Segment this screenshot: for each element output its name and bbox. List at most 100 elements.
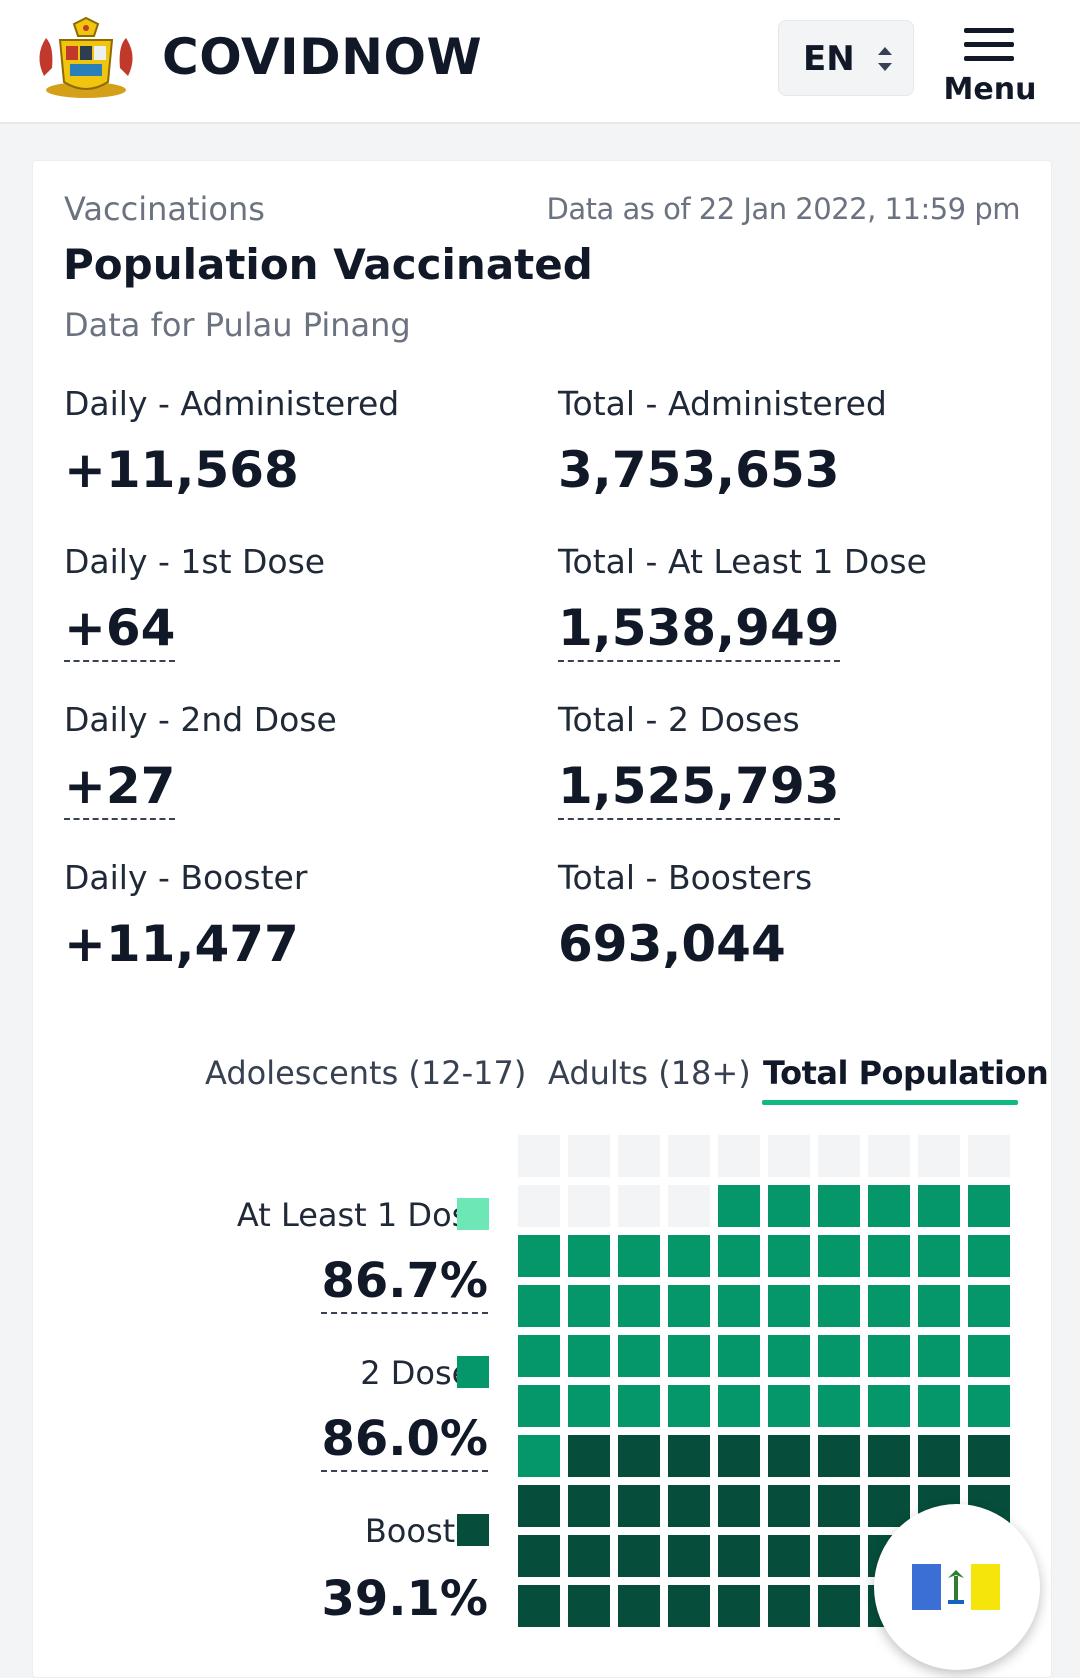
app-header: COVIDNOW EN Menu	[0, 0, 1080, 124]
card-title: Population Vaccinated	[63, 240, 593, 289]
legend-swatch-booster	[457, 1514, 489, 1546]
waffle-cell	[918, 1385, 960, 1427]
waffle-cell	[568, 1485, 610, 1527]
waffle-cell	[718, 1535, 760, 1577]
waffle-cell	[718, 1435, 760, 1477]
waffle-cell	[818, 1385, 860, 1427]
waffle-cell	[518, 1385, 560, 1427]
stat-label-total-at-least-one-dose: Total - At Least 1 Dose	[558, 542, 927, 581]
waffle-cell	[718, 1385, 760, 1427]
waffle-cell	[968, 1185, 1010, 1227]
tab-adolescents[interactable]: Adolescents (12-17)	[205, 1054, 527, 1092]
waffle-cell	[668, 1235, 710, 1277]
waffle-cell	[518, 1135, 560, 1177]
waffle-cell	[868, 1435, 910, 1477]
waffle-cell	[518, 1585, 560, 1627]
legend-pct-at-least-one-dose[interactable]: 86.7%	[321, 1252, 488, 1314]
card-subtitle: Data for Pulau Pinang	[64, 306, 411, 344]
waffle-cell	[668, 1335, 710, 1377]
stat-value-total-two-doses[interactable]: 1,525,793	[558, 756, 840, 820]
waffle-cell	[518, 1235, 560, 1277]
stat-label-daily-booster: Daily - Booster	[64, 858, 308, 897]
waffle-cell	[768, 1335, 810, 1377]
waffle-cell	[668, 1485, 710, 1527]
menu-label: Menu	[943, 72, 1037, 107]
active-tab-indicator	[762, 1100, 1018, 1105]
waffle-cell	[918, 1235, 960, 1277]
waffle-cell	[818, 1235, 860, 1277]
menu-button[interactable]: Menu	[936, 18, 1056, 108]
waffle-cell	[818, 1135, 860, 1177]
waffle-cell	[818, 1535, 860, 1577]
waffle-cell	[718, 1485, 760, 1527]
stat-value-daily-booster: +11,477	[64, 915, 299, 973]
waffle-cell	[818, 1185, 860, 1227]
waffle-cell	[818, 1435, 860, 1477]
section-label: Vaccinations	[64, 190, 265, 228]
waffle-cell	[568, 1235, 610, 1277]
waffle-cell	[568, 1385, 610, 1427]
waffle-cell	[768, 1135, 810, 1177]
waffle-cell	[768, 1585, 810, 1627]
stat-value-total-administered: 3,753,653	[558, 441, 840, 499]
waffle-cell	[968, 1435, 1010, 1477]
waffle-cell	[618, 1135, 660, 1177]
waffle-cell	[968, 1235, 1010, 1277]
waffle-cell	[668, 1585, 710, 1627]
waffle-cell	[518, 1485, 560, 1527]
waffle-cell	[568, 1585, 610, 1627]
waffle-cell	[568, 1335, 610, 1377]
waffle-cell	[718, 1585, 760, 1627]
waffle-cell	[718, 1185, 760, 1227]
waffle-cell	[618, 1535, 660, 1577]
legend-pct-two-doses[interactable]: 86.0%	[321, 1410, 488, 1472]
waffle-cell	[568, 1135, 610, 1177]
waffle-cell	[718, 1135, 760, 1177]
waffle-cell	[668, 1385, 710, 1427]
waffle-cell	[768, 1285, 810, 1327]
waffle-cell	[718, 1335, 760, 1377]
language-select[interactable]: EN	[778, 20, 914, 96]
stat-label-daily-first-dose: Daily - 1st Dose	[64, 542, 326, 581]
tab-total-population[interactable]: Total Population	[763, 1054, 1049, 1092]
waffle-cell	[518, 1185, 560, 1227]
waffle-cell	[868, 1135, 910, 1177]
waffle-cell	[818, 1335, 860, 1377]
updown-caret-icon	[878, 47, 892, 71]
stat-label-total-boosters: Total - Boosters	[558, 858, 813, 897]
stat-value-total-at-least-one-dose[interactable]: 1,538,949	[558, 598, 840, 662]
malaysia-coat-of-arms-icon[interactable]	[30, 16, 142, 104]
waffle-cell	[968, 1135, 1010, 1177]
waffle-cell	[668, 1285, 710, 1327]
waffle-cell	[868, 1385, 910, 1427]
waffle-cell	[968, 1335, 1010, 1377]
legend-swatch-two-doses	[457, 1356, 489, 1388]
waffle-cell	[568, 1535, 610, 1577]
app-brand[interactable]: COVIDNOW	[162, 28, 483, 86]
waffle-cell	[668, 1185, 710, 1227]
waffle-cell	[668, 1535, 710, 1577]
stat-label-daily-administered: Daily - Administered	[64, 384, 400, 423]
waffle-cell	[668, 1435, 710, 1477]
waffle-cell	[768, 1185, 810, 1227]
waffle-cell	[618, 1585, 660, 1627]
stat-value-daily-second-dose[interactable]: +27	[64, 756, 176, 820]
stat-value-daily-first-dose[interactable]: +64	[64, 598, 176, 662]
hamburger-icon	[964, 28, 1014, 61]
waffle-cell	[868, 1185, 910, 1227]
waffle-cell	[518, 1435, 560, 1477]
waffle-cell	[568, 1285, 610, 1327]
stat-label-total-administered: Total - Administered	[558, 384, 887, 423]
waffle-cell	[618, 1235, 660, 1277]
state-selector-button[interactable]	[874, 1504, 1040, 1670]
tab-adults[interactable]: Adults (18+)	[548, 1054, 751, 1092]
language-label: EN	[803, 39, 855, 79]
waffle-cell	[868, 1485, 910, 1527]
waffle-cell	[618, 1185, 660, 1227]
waffle-cell	[918, 1335, 960, 1377]
waffle-cell	[918, 1285, 960, 1327]
waffle-cell	[768, 1385, 810, 1427]
waffle-cell	[918, 1435, 960, 1477]
waffle-cell	[568, 1435, 610, 1477]
data-timestamp: Data as of 22 Jan 2022, 11:59 pm	[546, 192, 1021, 226]
